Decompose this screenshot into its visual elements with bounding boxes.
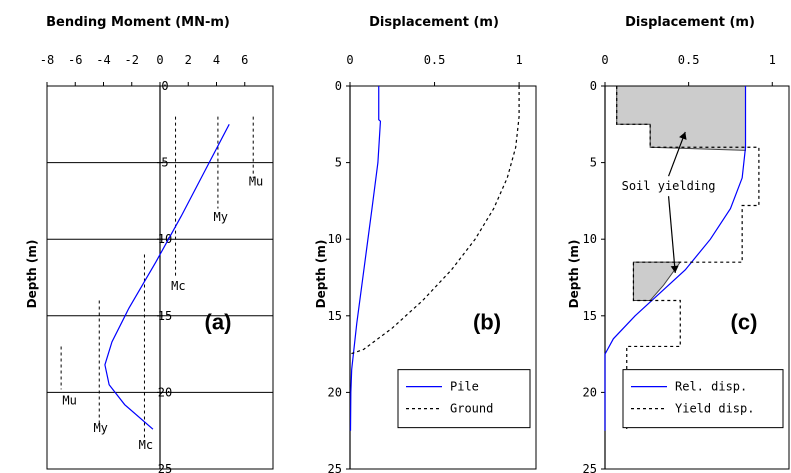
chart-title: Displacement (m) [369, 15, 499, 30]
y-tick-label: 10 [158, 232, 172, 246]
annotation-arrowhead [679, 131, 687, 140]
y-axis-label: Depth (m) [567, 240, 581, 309]
y-tick-label: 15 [583, 309, 597, 323]
x-tick-label: 2 [185, 53, 192, 67]
annotation: Mu [62, 394, 76, 408]
annotation: Mc [171, 279, 185, 293]
y-tick-label: 25 [328, 462, 342, 473]
panel-a: -8 -6 -4 -2 0 2 4 6 0 5 10 15 20 25 Mu My Mc Mu My Mc Bendin… [25, 15, 274, 473]
y-tick-label: 20 [158, 385, 172, 399]
chart-title: Bending Moment (MN-m) [46, 15, 230, 30]
y-tick-label: 10 [583, 232, 597, 246]
x-tick-label: 1 [515, 53, 522, 67]
x-tick-label: 6 [241, 53, 248, 67]
x-tick-label: 0.5 [678, 53, 700, 67]
series-line [616, 86, 760, 431]
y-tick-label: 0 [590, 79, 597, 93]
series-line [349, 86, 382, 431]
y-tick-label: 20 [583, 385, 597, 399]
x-tick-label: -6 [68, 53, 82, 67]
annotation: Mc [139, 438, 153, 452]
annotation: My [93, 421, 107, 435]
y-tick-label: 10 [328, 232, 342, 246]
y-tick-label: 25 [583, 462, 597, 473]
y-tick-label: 15 [158, 309, 172, 323]
x-tick-label: -2 [125, 53, 139, 67]
annotation: My [214, 210, 228, 224]
legend-label: Rel. disp. [675, 380, 747, 394]
annotation-arrow [668, 131, 686, 177]
y-axis-label: Depth (m) [314, 240, 328, 309]
annotation: Soil yielding [622, 179, 716, 193]
x-tick-label: 0 [346, 53, 353, 67]
y-tick-label: 5 [335, 156, 342, 170]
panel-label: (c) [731, 310, 758, 335]
x-tick-label: -8 [40, 53, 54, 67]
annotation-arrowhead [670, 265, 679, 273]
x-tick-label: 0 [601, 53, 608, 67]
y-tick-label: 5 [590, 156, 597, 170]
x-tick-label: 0 [156, 53, 163, 67]
legend-label: Yield disp. [675, 402, 754, 416]
x-tick-label: 0.5 [424, 53, 446, 67]
y-tick-label: 25 [158, 462, 172, 473]
y-tick-label: 15 [328, 309, 342, 323]
legend-box [622, 369, 784, 429]
x-tick-label: -4 [96, 53, 110, 67]
legend-label: Ground [450, 402, 493, 416]
series-line [349, 86, 520, 355]
series-line [604, 86, 747, 431]
legend-label: Pile [450, 380, 479, 394]
series-line [104, 124, 230, 430]
y-tick-label: 0 [335, 79, 342, 93]
y-tick-label: 5 [161, 156, 168, 170]
panel-label: (b) [473, 310, 501, 335]
x-tick-label: 4 [213, 53, 220, 67]
panel-label: (a) [205, 310, 232, 335]
y-axis-label: Depth (m) [25, 240, 39, 309]
y-tick-label: 0 [161, 79, 168, 93]
x-tick-label: 1 [769, 53, 776, 67]
y-tick-label: 20 [328, 385, 342, 399]
annotation: Mu [249, 175, 263, 189]
annotation-arrow [667, 196, 676, 273]
chart-title: Displacement (m) [625, 15, 755, 30]
legend-box [397, 369, 531, 429]
